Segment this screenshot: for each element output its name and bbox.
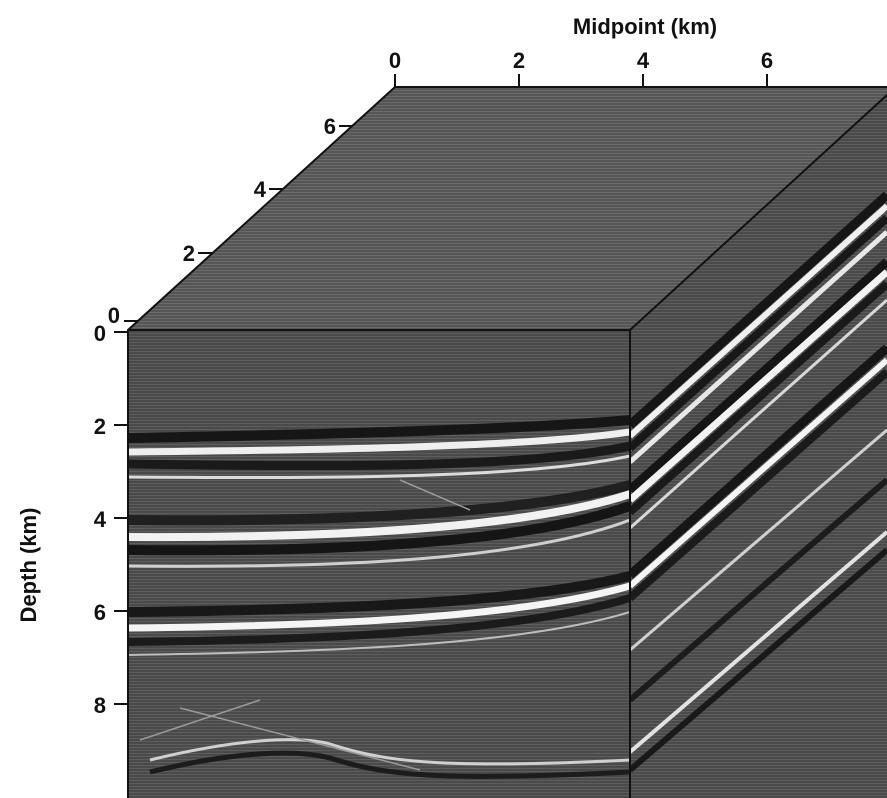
midpoint-axis-title: Midpoint (km) [573, 14, 717, 39]
crossline-tick-6: 6 [324, 114, 336, 139]
depth-axis: Depth (km) 0 2 4 6 8 [16, 321, 128, 718]
depth-axis-title: Depth (km) [16, 508, 41, 623]
midpoint-tick-6: 6 [761, 48, 773, 73]
depth-tick-4: 4 [94, 507, 107, 532]
crossline-tick-4: 4 [254, 177, 267, 202]
cube-edges [127, 86, 887, 798]
midpoint-tick-4: 4 [637, 48, 650, 73]
side-face-reflectors [630, 191, 887, 773]
crossline-tick-0: 0 [108, 303, 120, 328]
midpoint-tick-0: 0 [389, 48, 401, 73]
depth-tick-8: 8 [94, 693, 106, 718]
depth-tick-2: 2 [94, 414, 106, 439]
top-face [128, 87, 887, 330]
crossline-axis: 0 2 4 6 [108, 114, 353, 328]
depth-tick-6: 6 [94, 600, 106, 625]
front-face [128, 330, 630, 798]
crossline-tick-2: 2 [183, 241, 195, 266]
midpoint-axis: Midpoint (km) 0 2 4 6 [389, 14, 773, 87]
depth-tick-0: 0 [94, 321, 106, 346]
midpoint-tick-2: 2 [513, 48, 525, 73]
front-face-reflectors [128, 415, 630, 779]
